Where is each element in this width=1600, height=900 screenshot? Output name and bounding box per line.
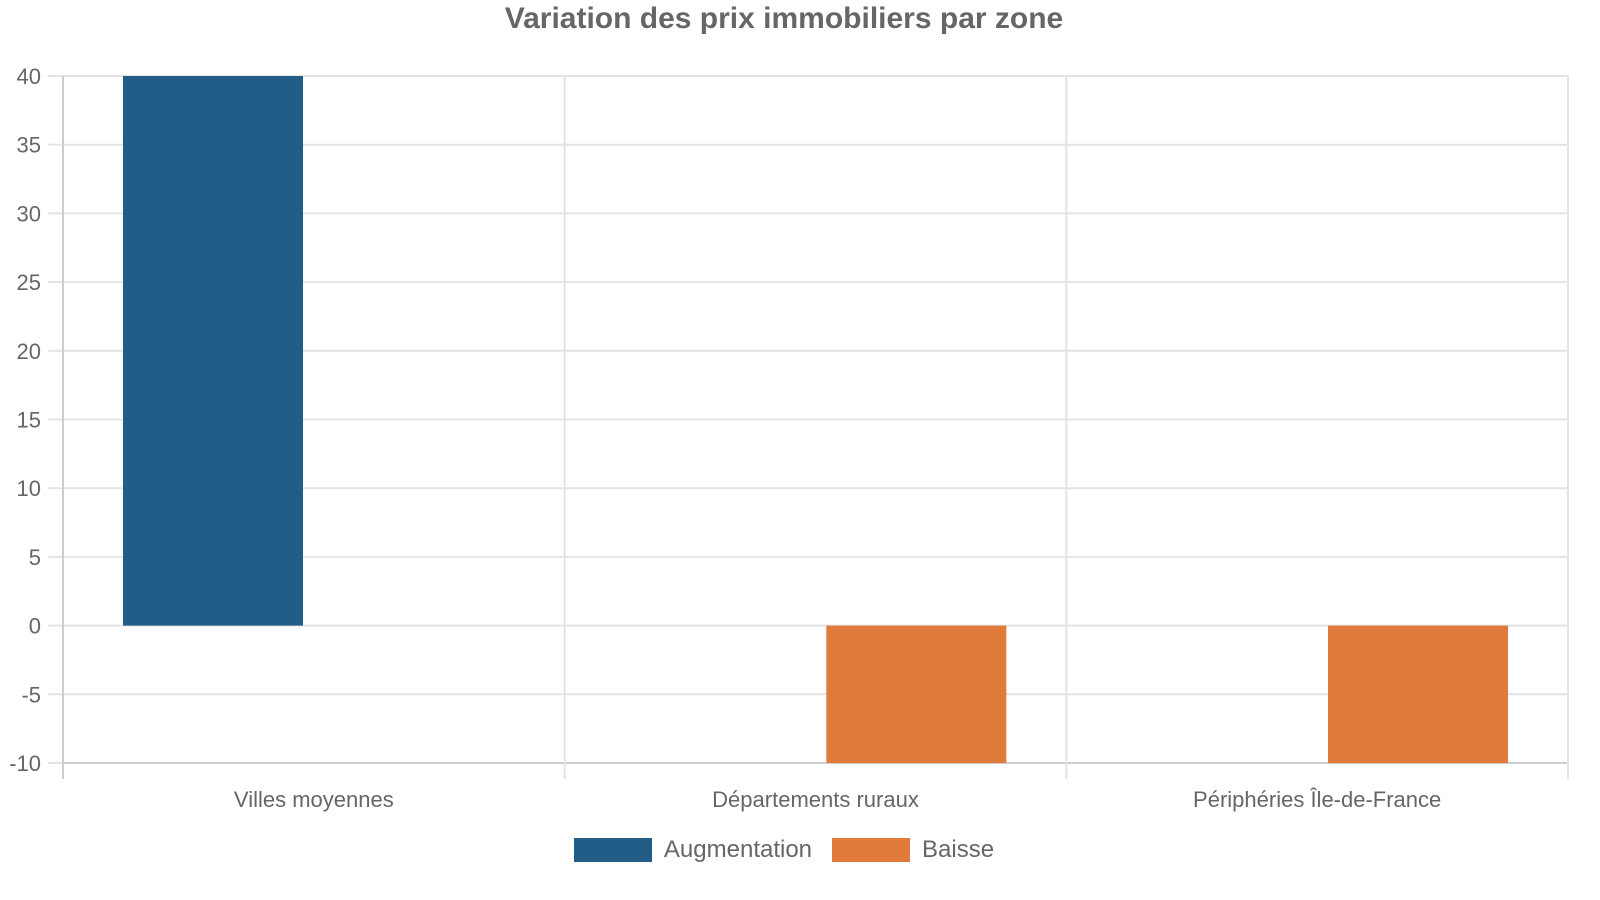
chart-title: Variation des prix immobiliers par zone (504, 2, 1064, 35)
y-tick-label: -5 (21, 682, 41, 707)
legend-swatch-augmentation (573, 838, 652, 862)
y-tick-label: 25 (17, 270, 41, 295)
y-tick-label: 0 (29, 614, 41, 639)
legend-swatch-baisse (832, 838, 911, 862)
chart-legend: Augmentation Baisse (0, 836, 1568, 864)
bar-baisse[interactable] (1328, 625, 1508, 763)
y-tick-label: 35 (17, 133, 41, 158)
bar-augmentation[interactable] (123, 76, 303, 626)
legend-item-augmentation[interactable]: Augmentation (573, 836, 813, 864)
bar-baisse[interactable] (826, 625, 1007, 763)
y-tick-label: 30 (17, 201, 41, 226)
y-tick-label: 5 (29, 545, 41, 570)
x-category-label: Villes moyennes (234, 787, 394, 812)
y-tick-label: 20 (17, 339, 41, 364)
legend-label: Baisse (922, 836, 995, 863)
x-category-label: Départements ruraux (712, 787, 919, 812)
y-tick-label: 15 (17, 408, 41, 433)
y-tick-label: 40 (17, 64, 41, 89)
y-tick-label: -10 (9, 751, 41, 776)
legend-item-baisse[interactable]: Baisse (832, 836, 994, 864)
x-category-label: Périphéries Île-de-France (1193, 787, 1441, 812)
y-tick-label: 10 (17, 476, 41, 501)
legend-label: Augmentation (663, 836, 813, 863)
bar-chart: 40 35 30 25 20 15 10 5 0 -5 -10 Villes moyennes Dépa… (9, 64, 1569, 812)
